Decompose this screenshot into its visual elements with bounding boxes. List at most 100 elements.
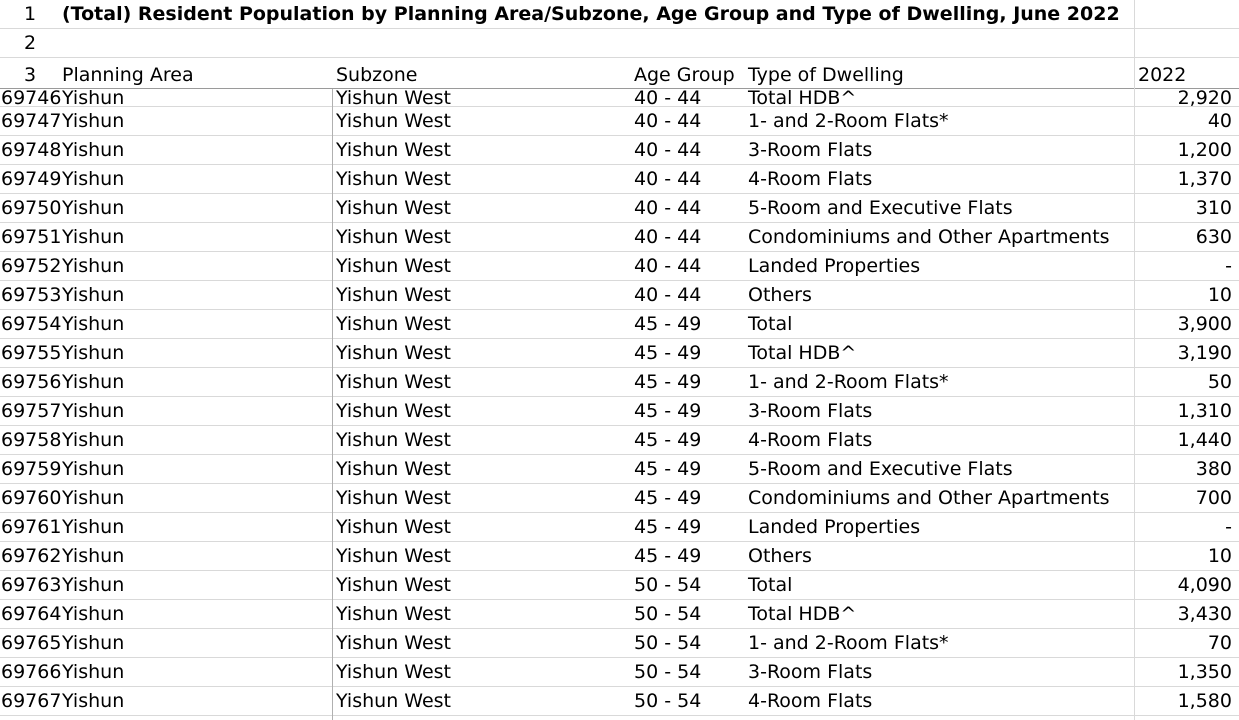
- cell-value-2022[interactable]: 1,580: [1177, 690, 1232, 712]
- row-header[interactable]: 69763: [1, 574, 62, 596]
- cell-value-2022[interactable]: 310: [1195, 197, 1232, 219]
- table-row[interactable]: 69758 Yishun Yishun West 45 - 49 4-Room Flat…: [0, 426, 1239, 455]
- cell-type-of-dwelling[interactable]: Landed Properties: [748, 255, 921, 277]
- cell-value-2022[interactable]: 70: [1207, 632, 1232, 654]
- header-year[interactable]: 2022: [1138, 64, 1187, 86]
- row-header[interactable]: 69751: [1, 226, 62, 248]
- cell-value-2022[interactable]: 630: [1195, 226, 1232, 248]
- cell-value-2022[interactable]: 50: [1207, 371, 1232, 393]
- cell-subzone[interactable]: Yishun West: [336, 458, 451, 480]
- cell-subzone[interactable]: Yishun West: [336, 690, 451, 712]
- table-row[interactable]: 69757 Yishun Yishun West 45 - 49 3-Room Flat…: [0, 397, 1239, 426]
- cell-subzone[interactable]: Yishun West: [336, 313, 451, 335]
- cell-planning-area[interactable]: Yishun: [62, 139, 125, 161]
- cell-subzone[interactable]: Yishun West: [336, 110, 451, 132]
- cell-subzone[interactable]: Yishun West: [336, 661, 451, 683]
- cell-age-group[interactable]: 45 - 49: [634, 342, 702, 364]
- cell-age-group[interactable]: 40 - 44: [634, 255, 702, 277]
- table-row[interactable]: 69746 Yishun Yishun West 40 - 44 Total HDB^ 2…: [0, 87, 1239, 109]
- row-header[interactable]: 69746: [1, 87, 62, 109]
- cell-value-2022[interactable]: 1,440: [1177, 429, 1232, 451]
- cell-subzone[interactable]: Yishun West: [336, 516, 451, 538]
- cell-value-2022[interactable]: 10: [1207, 284, 1232, 306]
- cell-subzone[interactable]: Yishun West: [336, 487, 451, 509]
- cell-planning-area[interactable]: Yishun: [62, 197, 125, 219]
- table-row[interactable]: 69750 Yishun Yishun West 40 - 44 5-Room and …: [0, 194, 1239, 223]
- cell-age-group[interactable]: 45 - 49: [634, 313, 702, 335]
- cell-planning-area[interactable]: Yishun: [62, 168, 125, 190]
- cell-subzone[interactable]: Yishun West: [336, 632, 451, 654]
- cell-type-of-dwelling[interactable]: Total: [748, 313, 793, 335]
- row-header[interactable]: 69761: [1, 516, 62, 538]
- cell-subzone[interactable]: Yishun West: [336, 603, 451, 625]
- cell-age-group[interactable]: 45 - 49: [634, 516, 702, 538]
- cell-type-of-dwelling[interactable]: 4-Room Flats: [748, 168, 873, 190]
- cell-value-2022[interactable]: 700: [1195, 487, 1232, 509]
- cell-type-of-dwelling[interactable]: Condominiums and Other Apartments: [748, 487, 1110, 509]
- row-header[interactable]: 69749: [1, 168, 62, 190]
- row-header[interactable]: 69750: [1, 197, 62, 219]
- table-row[interactable]: 69755 Yishun Yishun West 45 - 49 Total HDB^ 3…: [0, 339, 1239, 368]
- cell-type-of-dwelling[interactable]: 3-Room Flats: [748, 139, 873, 161]
- cell-age-group[interactable]: 45 - 49: [634, 545, 702, 567]
- row-header[interactable]: 69757: [1, 400, 62, 422]
- cell-subzone[interactable]: Yishun West: [336, 400, 451, 422]
- cell-type-of-dwelling[interactable]: Total: [748, 574, 793, 596]
- table-row[interactable]: 69754 Yishun Yishun West 45 - 49 Total 3,900: [0, 310, 1239, 339]
- cell-value-2022[interactable]: 1,350: [1177, 661, 1232, 683]
- table-row[interactable]: 69752 Yishun Yishun West 40 - 44 Landed Prop…: [0, 252, 1239, 281]
- cell-planning-area[interactable]: Yishun: [62, 284, 125, 306]
- cell-subzone[interactable]: Yishun West: [336, 197, 451, 219]
- cell-age-group[interactable]: 45 - 49: [634, 400, 702, 422]
- cell-subzone[interactable]: Yishun West: [336, 342, 451, 364]
- header-age-group[interactable]: Age Group: [634, 64, 735, 86]
- cell-value-2022[interactable]: 40: [1207, 110, 1232, 132]
- column-header-row[interactable]: 3 Planning Area Subzone Age Group Type o…: [0, 58, 1239, 89]
- cell-value-2022[interactable]: 10: [1207, 545, 1232, 567]
- cell-type-of-dwelling[interactable]: 3-Room Flats: [748, 400, 873, 422]
- cell-planning-area[interactable]: Yishun: [62, 574, 125, 596]
- cell-planning-area[interactable]: Yishun: [62, 516, 125, 538]
- row-header[interactable]: 1: [23, 3, 37, 25]
- table-row[interactable]: 69749 Yishun Yishun West 40 - 44 4-Room Flat…: [0, 165, 1239, 194]
- row-header[interactable]: 69767: [1, 690, 62, 712]
- header-subzone[interactable]: Subzone: [336, 64, 418, 86]
- cell-age-group[interactable]: 45 - 49: [634, 487, 702, 509]
- cell-type-of-dwelling[interactable]: 5-Room and Executive Flats: [748, 458, 1013, 480]
- cell-planning-area[interactable]: Yishun: [62, 255, 125, 277]
- cell-planning-area[interactable]: Yishun: [62, 313, 125, 335]
- cell-type-of-dwelling[interactable]: 5-Room and Executive Flats: [748, 197, 1013, 219]
- table-row[interactable]: 69766 Yishun Yishun West 50 - 54 3-Room Flat…: [0, 658, 1239, 687]
- cell-type-of-dwelling[interactable]: 4-Room Flats: [748, 690, 873, 712]
- cell-value-2022[interactable]: 1,310: [1177, 400, 1232, 422]
- row-header[interactable]: 69759: [1, 458, 62, 480]
- cell-type-of-dwelling[interactable]: Others: [748, 284, 812, 306]
- row-header[interactable]: 69754: [1, 313, 62, 335]
- cell-value-2022[interactable]: 3,430: [1177, 603, 1232, 625]
- cell-subzone[interactable]: Yishun West: [336, 545, 451, 567]
- cell-type-of-dwelling[interactable]: Condominiums and Other Apartments: [748, 226, 1110, 248]
- cell-age-group[interactable]: 50 - 54: [634, 632, 702, 654]
- cell-value-2022[interactable]: 2,920: [1177, 87, 1232, 109]
- cell-value-2022[interactable]: 4,090: [1177, 574, 1232, 596]
- cell-value-2022[interactable]: 1,370: [1177, 168, 1232, 190]
- cell-type-of-dwelling[interactable]: Total HDB^: [748, 603, 857, 625]
- cell-planning-area[interactable]: Yishun: [62, 661, 125, 683]
- cell-age-group[interactable]: 40 - 44: [634, 226, 702, 248]
- cell-subzone[interactable]: Yishun West: [336, 574, 451, 596]
- table-row[interactable]: 69760 Yishun Yishun West 45 - 49 Condominium…: [0, 484, 1239, 513]
- cell-planning-area[interactable]: Yishun: [62, 632, 125, 654]
- cell-planning-area[interactable]: Yishun: [62, 458, 125, 480]
- table-row[interactable]: 69753 Yishun Yishun West 40 - 44 Others 10: [0, 281, 1239, 310]
- sheet-row-1[interactable]: 1 (Total) Resident Population by Plannin…: [0, 0, 1239, 29]
- cell-planning-area[interactable]: Yishun: [62, 603, 125, 625]
- cell-type-of-dwelling[interactable]: 1- and 2-Room Flats*: [748, 632, 949, 654]
- header-planning-area[interactable]: Planning Area: [62, 64, 194, 86]
- sheet-title[interactable]: (Total) Resident Population by Planning …: [62, 3, 1120, 25]
- cell-age-group[interactable]: 45 - 49: [634, 429, 702, 451]
- cell-planning-area[interactable]: Yishun: [62, 690, 125, 712]
- cell-age-group[interactable]: 40 - 44: [634, 139, 702, 161]
- row-header[interactable]: 69756: [1, 371, 62, 393]
- cell-planning-area[interactable]: Yishun: [62, 400, 125, 422]
- cell-subzone[interactable]: Yishun West: [336, 139, 451, 161]
